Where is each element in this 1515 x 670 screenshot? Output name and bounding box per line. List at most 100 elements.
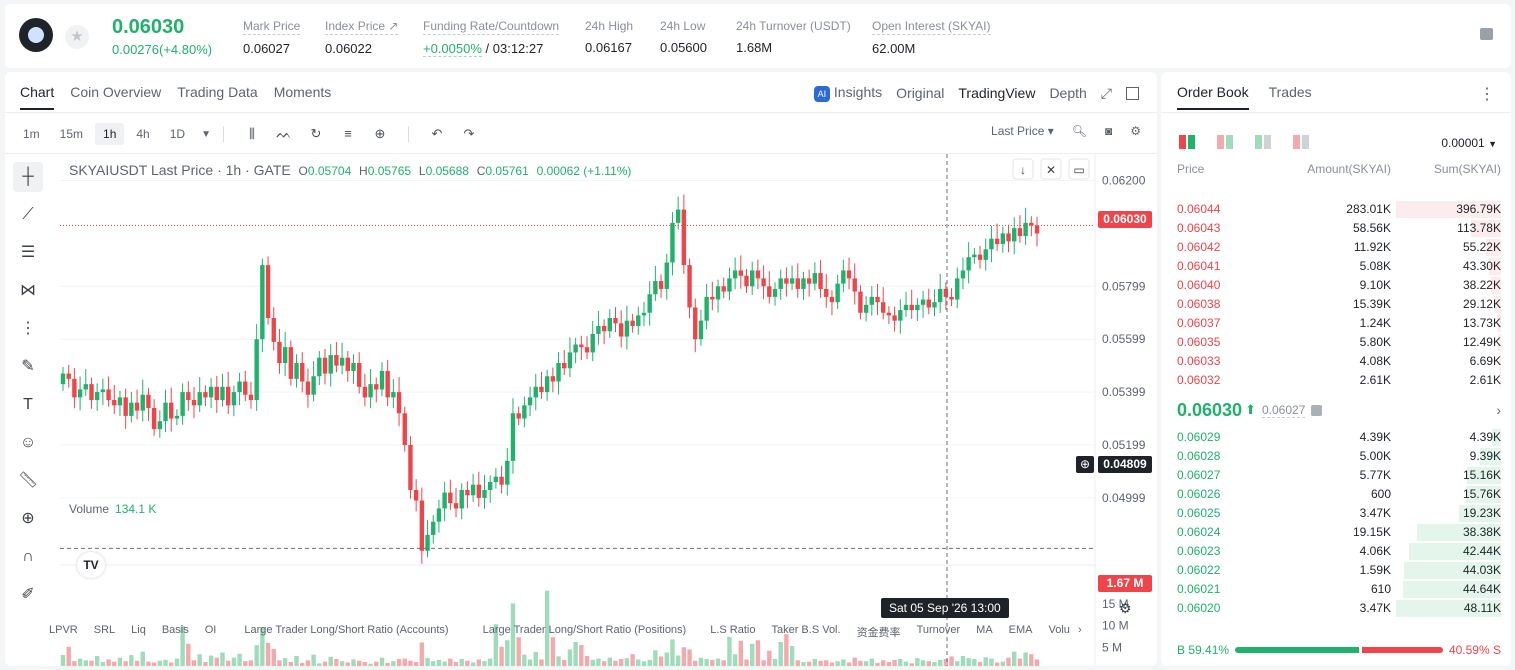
ask-row[interactable]: 0.06035 5.80K 12.49K: [1161, 333, 1511, 352]
timeframe-1d[interactable]: 1D: [169, 127, 186, 141]
precision-selector[interactable]: 0.00001 ▼: [1441, 136, 1497, 150]
favorite-star-icon[interactable]: ★: [65, 25, 89, 49]
chevron-right-icon[interactable]: ›: [1077, 624, 1082, 636]
indicator-item[interactable]: EMA: [1008, 624, 1033, 636]
ask-row[interactable]: 0.06044 283.01K 396.79K: [1161, 200, 1511, 219]
fullscreen-icon[interactable]: [1126, 86, 1139, 100]
compare-icon[interactable]: ↻: [310, 126, 322, 141]
expand-icon[interactable]: ⤢: [1100, 84, 1112, 101]
undo-icon[interactable]: ↶: [431, 126, 443, 141]
indicator-item[interactable]: SRL: [93, 624, 116, 636]
mid-mark-price[interactable]: 0.06027: [1261, 402, 1306, 418]
bid-row[interactable]: 0.06025 3.47K 19.23K: [1161, 504, 1511, 523]
indicator-item[interactable]: MA: [976, 624, 993, 636]
tab-coin-overview[interactable]: Coin Overview: [70, 84, 162, 100]
bid-row[interactable]: 0.06027 5.77K 15.16K: [1161, 466, 1511, 485]
tab-order-book[interactable]: Order Book: [1177, 84, 1249, 110]
bid-row[interactable]: 0.06026 600 15.76K: [1161, 485, 1511, 504]
indicator-item[interactable]: OI: [204, 624, 217, 636]
tab-trades[interactable]: Trades: [1268, 84, 1312, 100]
view-tradingview[interactable]: TradingView: [958, 85, 1036, 101]
volume-bar: [653, 650, 658, 666]
bid-row[interactable]: 0.06020 3.47K 48.11K: [1161, 599, 1511, 618]
indicators-icon[interactable]: ᨓ: [276, 126, 292, 141]
view-original[interactable]: Original: [896, 85, 945, 101]
candle-body: [556, 363, 561, 382]
bid-row[interactable]: 0.06024 19.15K 38.38K: [1161, 523, 1511, 542]
indicator-item[interactable]: Liq: [131, 624, 146, 636]
candlestick-chart[interactable]: 0.06200 0.05799 0.05599 0.05399 0.05199 0.049…: [5, 154, 1157, 666]
timeframe-4h[interactable]: 4h: [136, 127, 150, 141]
indicator-item[interactable]: Volu: [1048, 624, 1070, 636]
lock-tool-icon[interactable]: ✐: [21, 586, 35, 603]
add-alert-plus-icon[interactable]: ⊕: [1076, 456, 1094, 473]
horizontal-lines-tool-icon[interactable]: ☰: [20, 244, 36, 261]
ask-row[interactable]: 0.06037 1.24K 13.73K: [1161, 314, 1511, 333]
indicator-item[interactable]: Large Trader Long/Short Ratio (Positions…: [482, 624, 687, 636]
candle-type-icon[interactable]: ⫼: [248, 126, 255, 141]
chart-settings-icon[interactable]: ⚙: [1119, 600, 1132, 616]
chevron-right-icon[interactable]: ›: [1496, 402, 1501, 418]
indicator-item[interactable]: Taker B.S Vol.: [771, 624, 841, 636]
funding-rate-value[interactable]: +0.0050%: [423, 41, 482, 57]
bid-row[interactable]: 0.06021 610 44.64K: [1161, 580, 1511, 599]
indicator-item[interactable]: Turnover: [916, 624, 961, 636]
tab-trading-data[interactable]: Trading Data: [177, 84, 258, 100]
add-alert-icon[interactable]: ⊕: [374, 126, 386, 141]
chart-tabs: Chart Coin Overview Trading Data Moments: [20, 84, 331, 110]
indicator-item[interactable]: 资金费率: [856, 627, 901, 639]
templates-icon[interactable]: ≡: [344, 126, 352, 141]
timeframe-1h[interactable]: 1h: [95, 123, 125, 145]
trendline-tool-icon[interactable]: ⟋: [22, 206, 34, 223]
indicator-item[interactable]: Large Trader Long/Short Ratio (Accounts): [244, 624, 449, 636]
ruler-tool-icon[interactable]: 📏︎: [17, 472, 39, 489]
volume-bar: [106, 659, 111, 666]
timeframe-dropdown-icon[interactable]: ▼: [201, 128, 211, 140]
volume-bar: [989, 658, 994, 666]
tab-moments[interactable]: Moments: [273, 84, 332, 100]
search-icon[interactable]: 🔍︎: [1071, 124, 1087, 138]
notes-icon[interactable]: [1480, 28, 1493, 40]
more-options-icon[interactable]: ⋮: [1479, 86, 1495, 103]
indicator-item[interactable]: Basis: [161, 624, 189, 636]
bid-row[interactable]: 0.06029 4.39K 4.39K: [1161, 428, 1511, 447]
tab-chart[interactable]: Chart: [20, 84, 55, 110]
ask-row[interactable]: 0.06033 4.08K 6.69K: [1161, 352, 1511, 371]
mode-asks-icon[interactable]: [1293, 135, 1309, 149]
bid-row[interactable]: 0.06028 5.00K 9.39K: [1161, 447, 1511, 466]
ask-row[interactable]: 0.06040 9.10K 38.22K: [1161, 276, 1511, 295]
mode-both-icon[interactable]: [1179, 135, 1195, 149]
chart-overlay-button: [1040, 158, 1062, 180]
view-insights[interactable]: AI Insights: [813, 84, 882, 102]
timeframe-15m[interactable]: 15m: [59, 127, 84, 141]
ask-row[interactable]: 0.06042 11.92K 55.22K: [1161, 238, 1511, 257]
mode-both-alt-icon[interactable]: [1217, 135, 1233, 149]
last-price-selector[interactable]: Last Price ▾: [991, 124, 1054, 138]
brush-tool-icon[interactable]: ✎: [21, 358, 35, 375]
stat-label[interactable]: Funding Rate/Countdown: [423, 19, 560, 35]
indicator-item[interactable]: L.S Ratio: [710, 624, 756, 636]
mode-bids-icon[interactable]: [1255, 135, 1271, 149]
settings-gear-icon[interactable]: ⚙: [1130, 124, 1141, 138]
indicator-item[interactable]: LPVR: [49, 624, 78, 636]
stat-label[interactable]: Open Interest (SKYAI): [872, 19, 991, 35]
view-depth[interactable]: Depth: [1049, 85, 1087, 101]
ask-row[interactable]: 0.06038 15.39K 29.12K: [1161, 295, 1511, 314]
magnet-tool-icon[interactable]: ∩: [22, 548, 34, 565]
fib-tool-icon[interactable]: ⋮: [20, 320, 36, 337]
bid-row[interactable]: 0.06023 4.06K 42.44K: [1161, 542, 1511, 561]
camera-icon[interactable]: ◙: [1104, 124, 1113, 138]
ask-row[interactable]: 0.06043 58.56K 113.78K: [1161, 219, 1511, 238]
pattern-tool-icon[interactable]: ⋈: [20, 282, 36, 299]
ask-row[interactable]: 0.06041 5.08K 43.30K: [1161, 257, 1511, 276]
bid-row[interactable]: 0.06022 1.59K 44.03K: [1161, 561, 1511, 580]
emoji-tool-icon[interactable]: ☺: [19, 434, 37, 451]
text-tool-icon[interactable]: T: [23, 396, 33, 413]
ask-row[interactable]: 0.06032 2.61K 2.61K: [1161, 371, 1511, 390]
crosshair-tool-icon[interactable]: ┼: [13, 162, 43, 192]
redo-icon[interactable]: ↷: [463, 126, 475, 141]
zoom-tool-icon[interactable]: ⊕: [21, 510, 35, 527]
timeframe-1m[interactable]: 1m: [23, 127, 40, 141]
stat-label[interactable]: Mark Price: [243, 19, 301, 35]
stat-label[interactable]: Index Price ↗: [325, 19, 399, 35]
